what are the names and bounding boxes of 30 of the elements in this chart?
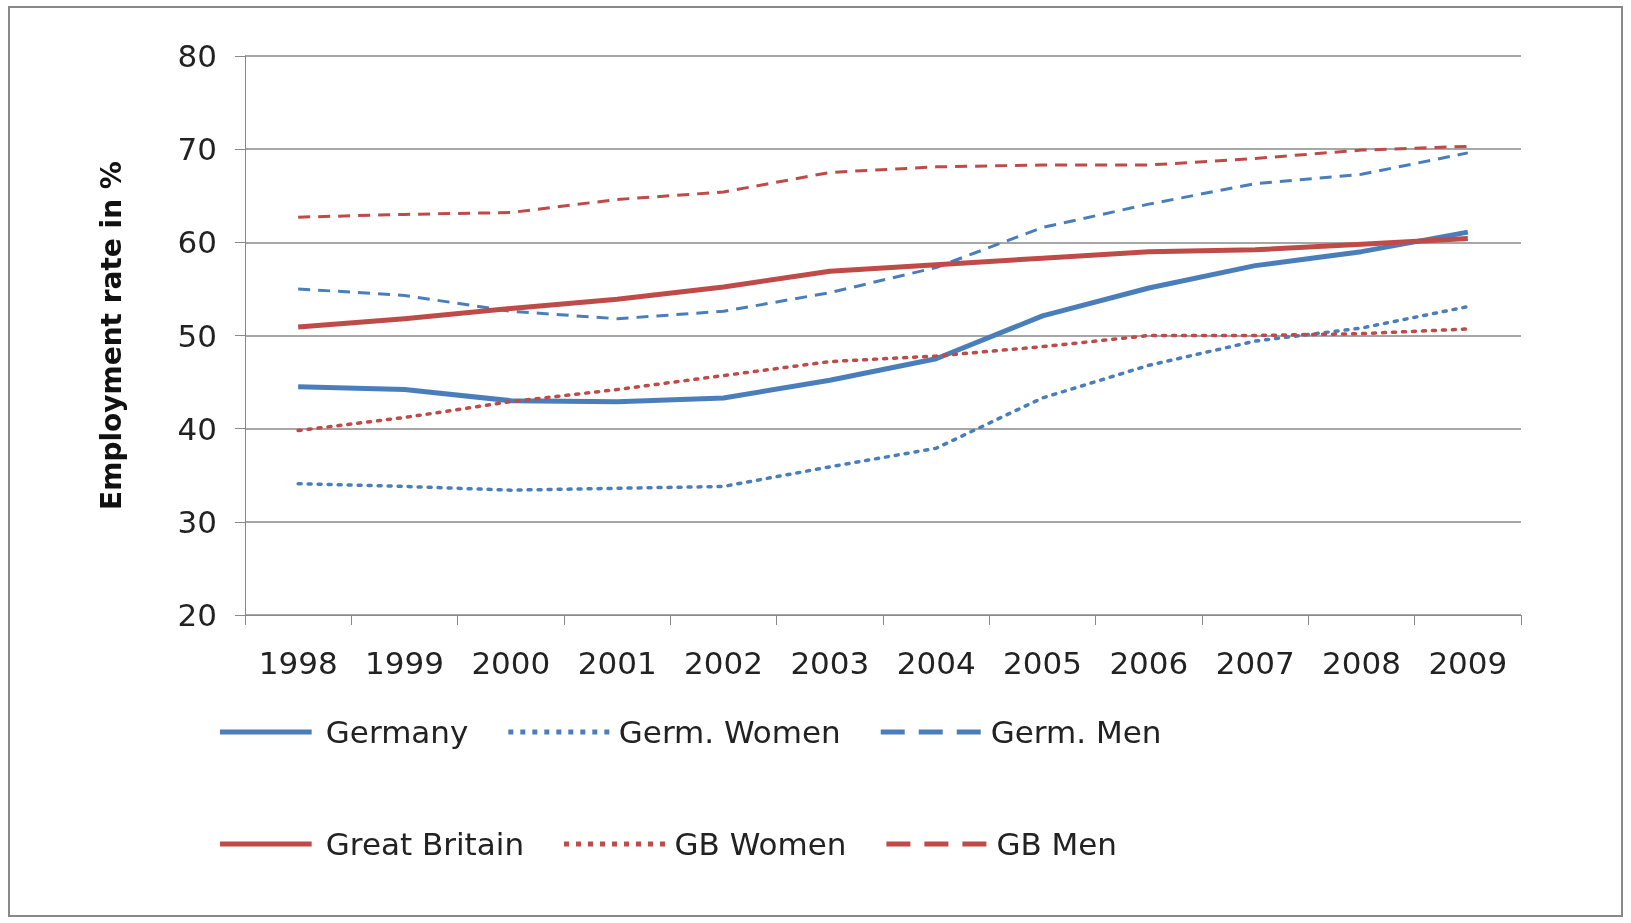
x-tick-label: 2001 [577, 644, 657, 681]
x-tick-label: 2007 [1215, 644, 1295, 681]
line-series [296, 151, 1470, 321]
x-tick-label: 1999 [365, 644, 444, 681]
line-series [296, 144, 1470, 219]
x-tick-label: 2002 [684, 644, 763, 681]
x-tick-label: 2004 [896, 644, 976, 681]
legend-label: Germany [325, 714, 469, 750]
x-tick-label: 2006 [1109, 644, 1189, 681]
y-tick-label: 40 [177, 410, 217, 447]
y-tick-label: 60 [177, 224, 217, 261]
x-tick-label: 2003 [790, 644, 870, 681]
y-tick-label: 30 [177, 503, 217, 540]
y-axis-title: Employment rate in % [94, 161, 128, 510]
legend-label: GB Men [996, 826, 1118, 862]
y-tick-label: 20 [177, 597, 217, 633]
x-tick-label: 2009 [1428, 644, 1508, 681]
legend-label: Great Britain [325, 826, 525, 862]
x-tick-label: 2008 [1322, 644, 1401, 681]
y-tick-label: 70 [177, 131, 217, 168]
legend-label: Germ. Women [618, 714, 841, 750]
x-tick-label: 2000 [471, 644, 551, 681]
line-series [296, 327, 1470, 433]
legend-label: Germ. Men [990, 714, 1162, 750]
y-tick-label: 80 [177, 38, 217, 74]
x-tick-label: 2005 [1003, 644, 1082, 681]
y-tick-label: 50 [177, 317, 217, 354]
legend-label: GB Women [674, 826, 847, 862]
x-tick-label: 1998 [258, 644, 338, 681]
line-series [296, 304, 1470, 492]
